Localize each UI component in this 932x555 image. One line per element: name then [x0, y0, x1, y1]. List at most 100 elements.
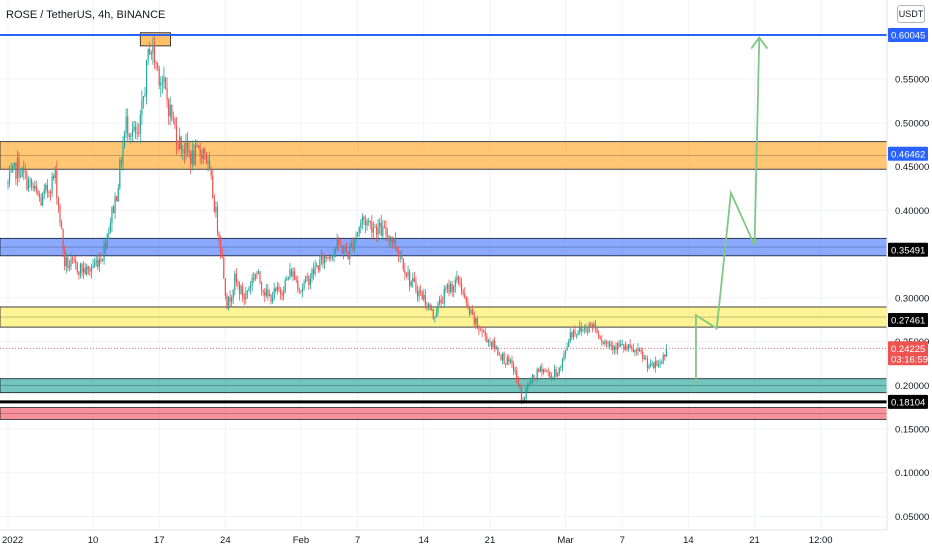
candle-body	[70, 258, 72, 267]
x-tick-label: 21	[485, 535, 496, 546]
candle-body	[635, 349, 638, 351]
candle-body	[220, 240, 222, 253]
current-price-label-countdown: 03:16:59	[891, 354, 928, 365]
orange-zone-label-bg	[888, 146, 928, 161]
candle-body	[246, 290, 248, 293]
candle-body	[346, 246, 348, 253]
black-line-label-bg	[888, 394, 928, 409]
y-tick-label: 0.30000	[895, 293, 929, 304]
candle-body	[281, 292, 283, 296]
y-tick-label: 0.55000	[895, 75, 929, 86]
candle-body	[116, 196, 118, 202]
candle-body	[653, 363, 655, 368]
candle-body	[651, 363, 653, 365]
candle-body	[265, 288, 267, 296]
candle-body	[64, 249, 66, 267]
candle-body	[407, 271, 409, 276]
candle-body	[298, 290, 300, 291]
candle-body	[361, 216, 363, 223]
candle-body	[109, 223, 111, 233]
candle-body	[533, 374, 535, 378]
candle-body	[620, 344, 622, 347]
candle-body	[637, 348, 639, 351]
candle-body	[152, 46, 154, 54]
candle-body	[349, 246, 351, 259]
candle-body	[547, 371, 549, 373]
candle-body	[279, 289, 282, 293]
candle-body	[629, 344, 631, 348]
candle-body	[558, 367, 560, 374]
candle-body	[616, 343, 619, 350]
candle-body	[478, 326, 480, 331]
candle-body	[117, 188, 119, 202]
candle-body	[542, 369, 545, 373]
candle-body	[571, 332, 573, 338]
candle-body	[394, 239, 397, 249]
candle-body	[605, 341, 608, 344]
candle-body	[169, 104, 171, 117]
candle-body	[550, 376, 552, 379]
candle-body	[71, 258, 74, 260]
candle-body	[500, 354, 502, 361]
candle-body	[525, 388, 527, 399]
candle-body	[446, 284, 449, 289]
candle-body	[497, 347, 499, 356]
candle-body	[456, 276, 458, 281]
candle-body	[75, 260, 77, 264]
candle-body	[358, 227, 360, 233]
candle-body	[454, 280, 456, 287]
projection-path	[695, 37, 761, 386]
candle-body	[276, 286, 278, 291]
candle-body	[268, 294, 271, 297]
candle-body	[97, 260, 99, 267]
candle-body	[330, 256, 332, 258]
candle-body	[498, 354, 500, 356]
candle-body	[256, 273, 258, 275]
candle-body	[155, 62, 157, 64]
x-tick-label: 21	[749, 535, 760, 546]
candle-body	[484, 331, 486, 337]
candle-body	[183, 149, 185, 154]
candle-body	[363, 216, 365, 221]
candle-body	[333, 251, 335, 257]
candle-body	[575, 334, 578, 336]
candle-body	[623, 344, 625, 350]
candle-body	[193, 150, 195, 164]
blue-zone-label-bg	[888, 242, 928, 257]
candle-body	[215, 206, 217, 212]
candle-body	[360, 222, 362, 228]
candle-body	[459, 281, 461, 284]
candle-body	[160, 82, 162, 86]
candle-body	[306, 276, 308, 278]
x-tick-label: Feb	[293, 535, 309, 546]
candle-body	[476, 318, 478, 327]
candle-body	[388, 236, 390, 242]
candle-body	[201, 155, 203, 159]
candle-body	[465, 297, 467, 303]
x-tick-label: 17	[154, 535, 165, 546]
x-tick-label: 10	[88, 535, 99, 546]
candle-body	[108, 232, 110, 235]
candle-body	[112, 207, 115, 213]
candle-body	[125, 116, 127, 133]
candle-body	[431, 308, 433, 311]
projection-arrow-head	[750, 36, 769, 50]
candle-body	[398, 251, 400, 257]
currency-unit-button[interactable]: USDT	[897, 5, 925, 23]
candle-body	[56, 168, 58, 199]
candle-body	[339, 244, 341, 246]
candle-body	[242, 286, 244, 298]
candle-body	[514, 370, 516, 372]
candle-body	[372, 227, 374, 233]
y-tick-label: 0.05000	[895, 512, 929, 523]
candle-body	[638, 348, 641, 351]
candle-body	[130, 135, 132, 137]
candle-body	[272, 298, 274, 302]
candle-body	[331, 256, 334, 258]
candle-body	[53, 176, 55, 179]
candle-body	[369, 221, 371, 223]
candle-body	[100, 258, 102, 262]
candle-body	[352, 243, 354, 250]
